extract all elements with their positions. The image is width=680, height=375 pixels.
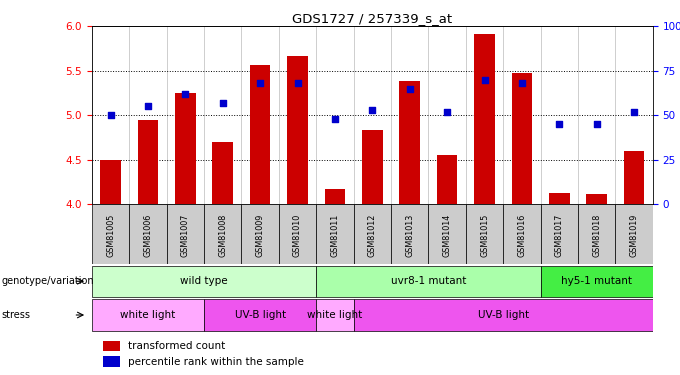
Bar [92,204,129,264]
Bar [541,204,578,264]
Text: GSM81018: GSM81018 [592,213,601,256]
Title: GDS1727 / 257339_s_at: GDS1727 / 257339_s_at [292,12,452,25]
Point [217,100,228,106]
Text: GSM81009: GSM81009 [256,213,265,257]
Point [105,112,116,118]
Bar [615,204,653,264]
Text: GSM81016: GSM81016 [517,213,526,256]
Bar [541,266,653,297]
Text: GSM81010: GSM81010 [293,213,302,256]
Point [143,104,154,110]
Text: GSM81008: GSM81008 [218,213,227,256]
Point [367,107,378,113]
Bar [428,204,466,264]
Bar [466,204,503,264]
Text: genotype/variation: genotype/variation [1,276,94,286]
Text: white light: white light [120,310,175,320]
Text: transformed count: transformed count [129,341,226,351]
Bar [391,204,428,264]
Bar [511,73,532,204]
Text: GSM81017: GSM81017 [555,213,564,257]
Bar [103,341,120,351]
Point [554,121,564,127]
Bar [241,204,279,264]
Bar [204,204,241,264]
Point [292,80,303,86]
Text: GSM81005: GSM81005 [106,213,115,257]
Point [254,80,265,86]
Bar [399,81,420,204]
Text: UV-B light: UV-B light [235,310,286,320]
Bar [279,204,316,264]
Text: wild type: wild type [180,276,228,286]
Point [442,109,453,115]
Bar [250,64,271,204]
Bar [316,266,541,297]
Point [479,77,490,83]
Text: stress: stress [1,310,31,320]
Text: white light: white light [307,310,362,320]
Bar [624,151,645,204]
Bar [362,130,383,204]
Bar [137,120,158,204]
Bar [129,204,167,264]
Point [517,80,528,86]
Point [329,116,340,122]
Bar [103,356,120,367]
Point [592,121,602,127]
Text: GSM81019: GSM81019 [630,213,639,257]
Bar [549,193,570,204]
Text: GSM81015: GSM81015 [480,213,489,257]
Text: UV-B light: UV-B light [477,310,529,320]
Text: GSM81013: GSM81013 [405,213,414,256]
Text: GSM81007: GSM81007 [181,213,190,257]
Bar [100,160,121,204]
Bar [474,34,495,204]
Bar [437,154,458,204]
Bar [287,56,308,204]
Bar [204,300,316,330]
Bar [354,204,391,264]
Text: GSM81006: GSM81006 [143,213,152,256]
Point [628,109,639,115]
Text: GSM81014: GSM81014 [443,213,452,256]
Text: GSM81012: GSM81012 [368,213,377,257]
Bar [167,204,204,264]
Bar [586,194,607,204]
Bar [354,300,653,330]
Text: hy5-1 mutant: hy5-1 mutant [561,276,632,286]
Point [180,91,190,97]
Text: percentile rank within the sample: percentile rank within the sample [129,357,304,367]
Bar [503,204,541,264]
Bar [92,266,316,297]
Bar [175,93,196,204]
Point [404,86,415,92]
Bar [316,204,354,264]
Text: GSM81011: GSM81011 [330,213,339,256]
Text: uvr8-1 mutant: uvr8-1 mutant [391,276,466,286]
Bar [578,204,615,264]
Bar [212,142,233,204]
Bar [92,300,204,330]
Bar [316,300,354,330]
Bar [324,189,345,204]
